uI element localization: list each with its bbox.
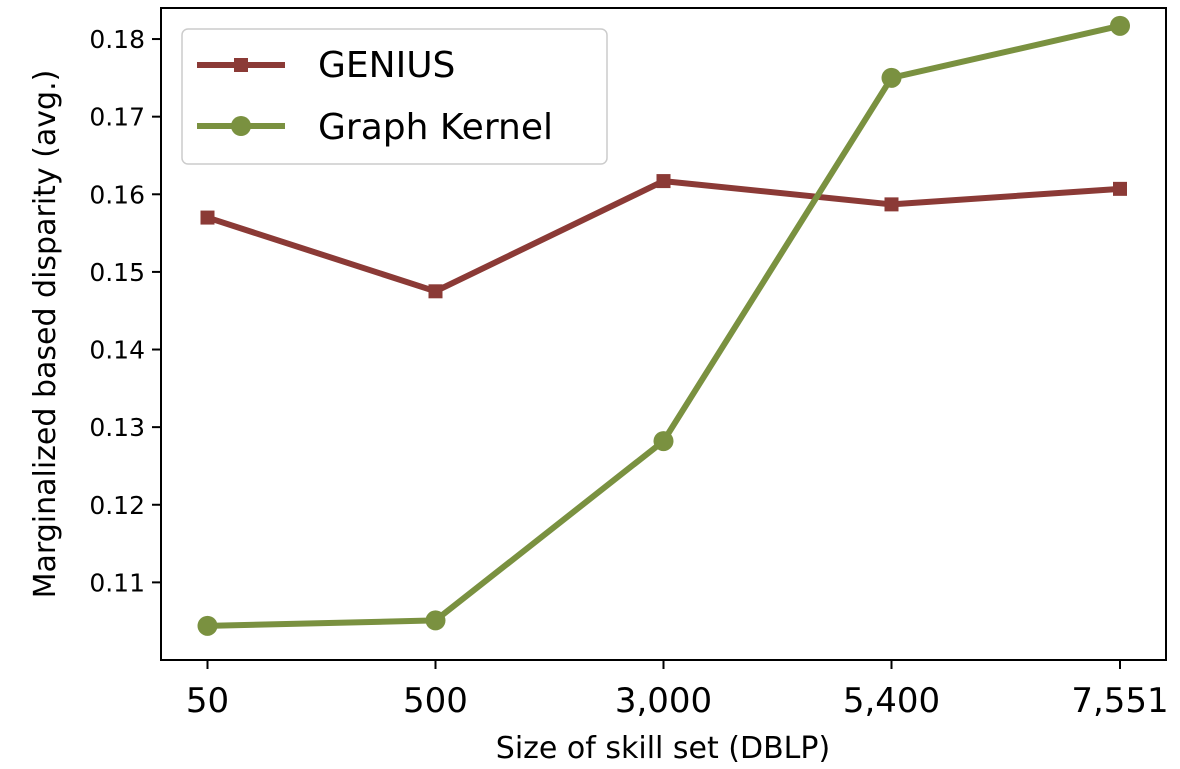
y-tick-label: 0.15	[89, 258, 145, 287]
data-point	[197, 615, 218, 636]
x-tick-label: 5,400	[843, 681, 940, 721]
legend-label-genius: GENIUS	[318, 45, 455, 86]
x-tick-label: 500	[403, 681, 468, 721]
data-point	[200, 210, 215, 225]
y-axis: 0.11 0.12 0.13 0.14 0.15 0.16 0.17 0.18	[89, 25, 161, 597]
data-point	[884, 197, 899, 212]
x-tick-label: 50	[186, 681, 229, 721]
data-point	[428, 284, 443, 299]
x-axis: 50 500 3,000 5,400 7,551	[186, 660, 1169, 721]
x-axis-title: Size of skill set (DBLP)	[496, 731, 830, 766]
data-point	[1113, 181, 1127, 196]
data-point	[656, 174, 671, 189]
legend-box	[181, 28, 608, 165]
y-tick-label: 0.13	[89, 413, 145, 442]
data-point	[1110, 15, 1130, 36]
data-point	[425, 610, 446, 631]
series-layer	[197, 15, 1130, 636]
y-tick-label: 0.17	[89, 103, 145, 132]
y-axis-title: Marginalized based disparity (avg.)	[28, 70, 63, 599]
data-point	[653, 431, 674, 452]
y-tick-label: 0.12	[89, 491, 145, 520]
series-line-genius	[204, 178, 1123, 295]
y-tick-label: 0.11	[89, 568, 145, 597]
legend-marker-genius	[234, 58, 248, 72]
legend-marker-graph-kernel	[231, 116, 251, 136]
legend-label-graph-kernel: Graph Kernel	[318, 107, 553, 148]
x-tick-label: 7,551	[1071, 681, 1168, 721]
legend: GENIUS Graph Kernel	[181, 28, 608, 165]
y-tick-label: 0.16	[89, 180, 145, 209]
y-tick-label: 0.18	[89, 25, 145, 54]
y-tick-label: 0.14	[89, 336, 145, 365]
data-point	[881, 67, 902, 88]
x-tick-label: 3,000	[615, 681, 712, 721]
